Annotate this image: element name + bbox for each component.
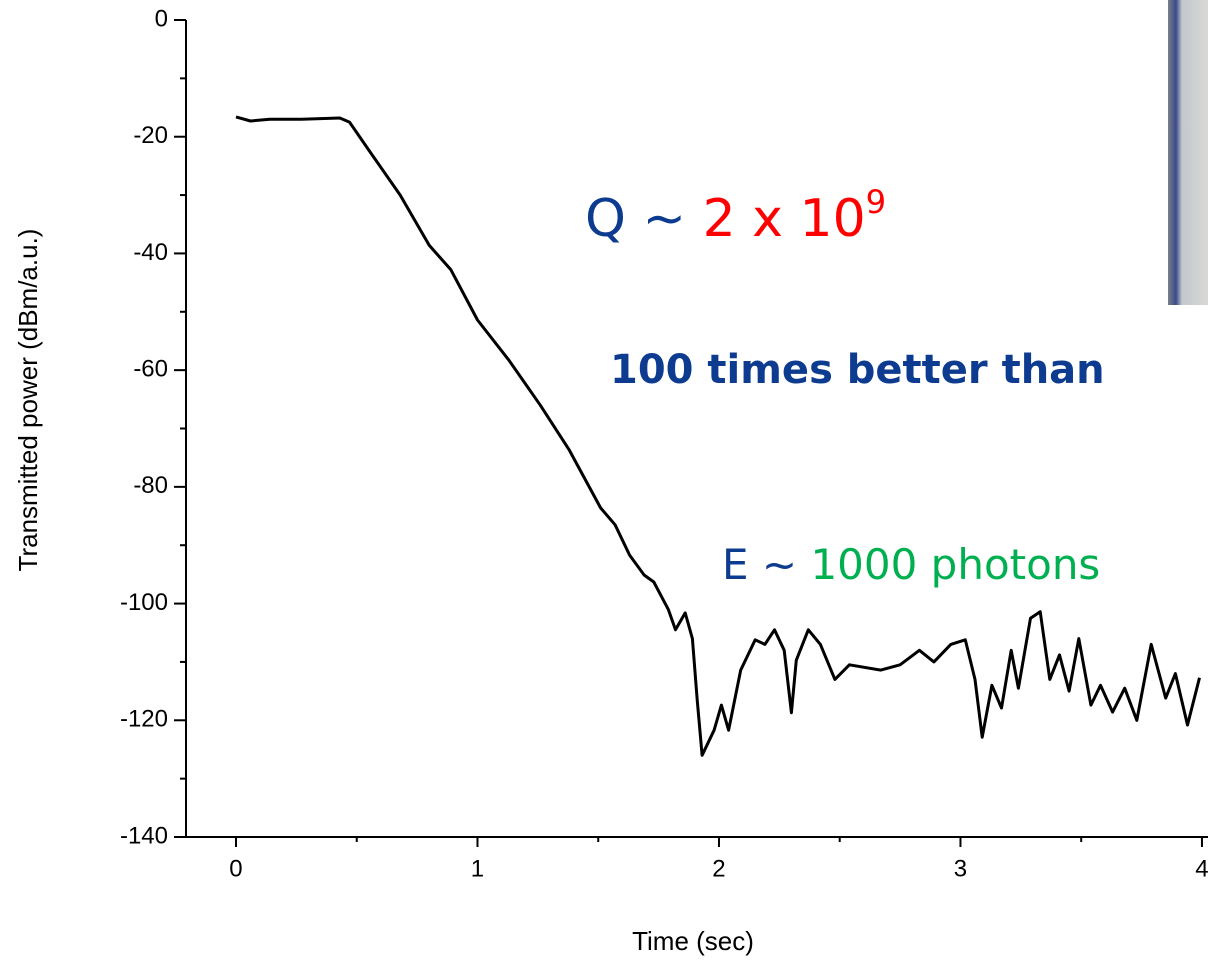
x-tick-label: 3 xyxy=(954,855,967,882)
y-tick-label: -60 xyxy=(133,355,168,382)
x-axis-label: Time (sec) xyxy=(632,926,754,956)
x-tick-label: 4 xyxy=(1195,855,1208,882)
y-tick-label: -40 xyxy=(133,239,168,266)
x-tick-label: 2 xyxy=(712,855,725,882)
y-tick-label: -140 xyxy=(120,822,168,849)
annotation-part: 9 xyxy=(866,183,887,221)
annotation: 100 times better than xyxy=(610,347,1105,393)
y-tick-label: 0 xyxy=(155,5,168,32)
x-tick-label: 1 xyxy=(471,855,484,882)
annotation: E ~ 1000 photons xyxy=(722,540,1100,589)
y-tick-label: -80 xyxy=(133,472,168,499)
y-axis-label: Transmitted power (dBm/a.u.) xyxy=(13,229,43,572)
annotation-part: 2 x 10 xyxy=(703,189,866,249)
annotation-part: E ~ xyxy=(722,540,810,589)
y-tick-label: -20 xyxy=(133,122,168,149)
data-line xyxy=(235,115,1201,757)
annotation-part: 1000 photons xyxy=(810,540,1100,589)
photo xyxy=(1168,0,1208,305)
annotation: Q ~ 2 x 109 xyxy=(585,183,886,249)
annotation-part: Q ~ xyxy=(585,189,703,249)
y-tick-label: -100 xyxy=(120,589,168,616)
y-tick-label: -120 xyxy=(120,706,168,733)
x-tick-label: 0 xyxy=(229,855,242,882)
annotation-part: 100 times better than xyxy=(610,347,1105,393)
